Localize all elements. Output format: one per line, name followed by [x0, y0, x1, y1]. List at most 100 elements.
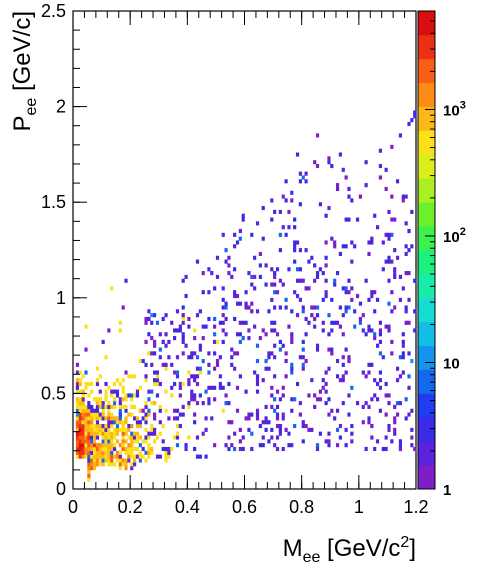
heatmap-cell — [75, 378, 80, 383]
heatmap-cell — [350, 431, 354, 436]
heatmap-cell — [90, 462, 94, 467]
x-axis-title-main: M — [283, 535, 303, 562]
heatmap-cell — [267, 309, 271, 314]
heatmap-cell — [404, 194, 408, 199]
heatmap-cell — [273, 320, 277, 325]
heatmap-cell — [95, 366, 100, 371]
heatmap-cell — [90, 412, 94, 417]
heatmap-cell — [95, 423, 100, 429]
heatmap-cell — [101, 443, 105, 448]
heatmap-cell — [184, 343, 188, 348]
heatmap-cell — [147, 389, 151, 394]
palette-band — [418, 297, 435, 323]
heatmap-cell — [195, 381, 200, 387]
heatmap-cell — [115, 389, 120, 394]
heatmap-cell — [327, 347, 331, 352]
heatmap-cell — [144, 435, 148, 440]
heatmap-cell — [98, 397, 102, 402]
heatmap-cell — [298, 248, 302, 253]
heatmap-cell — [413, 278, 417, 283]
heatmap-cell — [75, 370, 80, 375]
heatmap-cell — [118, 320, 122, 325]
heatmap-cell — [398, 297, 403, 302]
heatmap-cell — [150, 401, 154, 406]
heatmap-cell — [93, 446, 97, 452]
heatmap-cell — [407, 385, 411, 390]
heatmap-cell — [390, 144, 394, 149]
heatmap-cell — [164, 362, 168, 367]
heatmap-cell — [138, 435, 142, 440]
heatmap-cell — [307, 393, 311, 398]
heatmap-cell — [81, 423, 85, 429]
x-tick-label: 0.6 — [232, 497, 257, 517]
heatmap-cell — [335, 427, 340, 432]
heatmap-cell — [121, 423, 125, 429]
heatmap-cell — [324, 381, 328, 387]
heatmap-cell — [278, 423, 282, 429]
heatmap-cell — [327, 366, 331, 371]
heatmap-cell — [173, 381, 177, 387]
heatmap-cell — [167, 454, 171, 459]
heatmap-cell — [255, 343, 260, 348]
heatmap-cell — [187, 401, 191, 406]
heatmap-cell — [270, 393, 274, 398]
heatmap-cell — [335, 443, 340, 448]
heatmap-cell — [90, 408, 94, 413]
heatmap-cell — [87, 408, 91, 413]
heatmap-cell — [247, 416, 251, 421]
heatmap-cell — [293, 397, 297, 402]
heatmap-cell — [264, 282, 268, 287]
heatmap-cell — [238, 228, 242, 234]
heatmap-cell — [127, 450, 131, 455]
heatmap-cell — [255, 378, 260, 383]
heatmap-cell — [267, 351, 271, 356]
heatmap-cell — [121, 446, 125, 452]
heatmap-cell — [78, 446, 82, 452]
heatmap-cell — [78, 443, 82, 448]
heatmap-cell — [293, 240, 297, 245]
heatmap-cell — [75, 450, 80, 455]
heatmap-cell — [393, 217, 397, 222]
heatmap-cell — [398, 374, 403, 379]
heatmap-cell — [221, 313, 225, 318]
heatmap-cell — [301, 362, 305, 367]
heatmap-cell — [87, 458, 91, 463]
heatmap-cell — [147, 397, 151, 402]
heatmap-cell — [341, 378, 345, 383]
heatmap-cell — [233, 351, 237, 356]
heatmap-cell — [278, 347, 282, 352]
heatmap-cell — [333, 278, 337, 283]
heatmap-cell — [341, 286, 345, 291]
heatmap-cell — [307, 320, 311, 325]
heatmap-cell — [144, 378, 148, 383]
heatmap-cell — [278, 427, 282, 432]
palette-band — [418, 58, 435, 84]
heatmap-cell — [175, 370, 180, 375]
heatmap-cell — [338, 305, 342, 310]
heatmap-cell — [327, 332, 331, 337]
heatmap-cell — [121, 462, 125, 467]
heatmap-cell — [113, 420, 117, 425]
heatmap-cell — [95, 401, 100, 406]
heatmap-cell — [215, 362, 220, 367]
y-tick-label: 1 — [56, 288, 66, 308]
heatmap-cell — [127, 435, 131, 440]
heatmap-cell — [235, 301, 240, 306]
heatmap-cell — [295, 152, 300, 157]
heatmap-cell — [75, 362, 80, 367]
heatmap-cell — [178, 393, 182, 398]
heatmap-cell — [235, 385, 240, 390]
heatmap-cell — [318, 202, 322, 207]
heatmap-cell — [75, 397, 80, 402]
heatmap-cell — [344, 290, 348, 295]
heatmap-cell — [110, 393, 114, 398]
heatmap-cell — [135, 416, 140, 421]
heatmap-cell — [150, 351, 154, 356]
heatmap-cell — [81, 408, 85, 413]
heatmap-cell — [315, 271, 320, 276]
heatmap-cell — [395, 366, 400, 371]
heatmap-cell — [353, 324, 357, 329]
heatmap-cell — [290, 408, 294, 413]
y-tick-label: 0 — [56, 479, 66, 499]
heatmap-cell — [87, 427, 91, 432]
